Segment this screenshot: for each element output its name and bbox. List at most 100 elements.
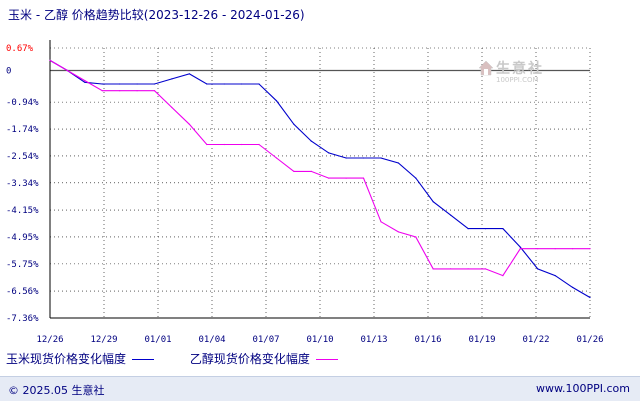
legend-label-corn: 玉米现货价格变化幅度: [6, 352, 127, 366]
data-point: [589, 248, 591, 250]
data-point: [362, 177, 365, 179]
series-corn: [49, 59, 591, 299]
data-point: [101, 90, 103, 92]
data-point: [171, 78, 173, 80]
x-tick-label: 01/07: [252, 335, 279, 345]
y-tick-label: -4.95%: [6, 233, 39, 243]
data-point: [136, 90, 138, 92]
y-tick-label: -0.94%: [6, 98, 39, 108]
chart-legend: 玉米现货价格变化幅度 乙醇现货价格变化幅度: [6, 350, 370, 367]
grid-lines: [49, 47, 591, 319]
data-point: [258, 143, 260, 146]
data-point: [328, 177, 330, 179]
legend-swatch-corn: [132, 359, 155, 360]
data-point: [310, 140, 312, 142]
data-point: [84, 81, 86, 83]
legend-item-corn: 玉米现货价格变化幅度: [6, 350, 155, 367]
data-point: [101, 83, 103, 85]
legend-label-ethanol: 乙醇现货价格变化幅度: [189, 352, 310, 366]
data-point: [293, 170, 295, 172]
data-point: [380, 221, 382, 223]
x-tick-label: 12/26: [36, 335, 63, 345]
data-point: [397, 162, 399, 164]
data-point: [484, 228, 487, 230]
data-point: [223, 83, 225, 85]
series-ethanol: [49, 59, 591, 277]
footer-bar: © 2025.05 生意社 www.100PPI.com: [0, 376, 640, 401]
data-point: [241, 83, 243, 85]
data-point: [380, 157, 382, 159]
data-point: [206, 83, 208, 85]
data-point: [519, 246, 521, 248]
x-tick-label: 01/19: [468, 335, 495, 345]
data-point: [572, 248, 574, 250]
data-point: [345, 157, 347, 159]
data-point: [572, 286, 574, 288]
data-point: [188, 123, 190, 125]
x-tick-label: 01/26: [576, 335, 603, 345]
data-point: [484, 268, 487, 270]
data-point: [223, 143, 225, 146]
footer-copyright: © 2025.05 生意社: [8, 384, 105, 397]
x-tick-label: 12/29: [90, 335, 117, 345]
footer-site-link[interactable]: www.100PPI.com: [536, 382, 630, 395]
data-point: [119, 83, 121, 85]
data-point: [432, 201, 434, 203]
y-tick-label: -1.74%: [6, 125, 39, 135]
data-point: [119, 90, 121, 92]
y-tick-label: -5.75%: [6, 260, 39, 270]
data-point: [450, 268, 452, 270]
data-point: [554, 275, 556, 277]
data-point: [502, 275, 504, 277]
data-point: [450, 214, 452, 216]
data-point: [153, 90, 156, 92]
legend-item-ethanol: 乙醇现货价格变化幅度: [190, 350, 338, 367]
data-point: [362, 157, 365, 159]
data-point: [66, 69, 68, 72]
series-line-corn: [49, 59, 591, 298]
data-point: [293, 123, 295, 125]
y-tick-label: -4.15%: [6, 206, 39, 216]
y-tick-label: -3.34%: [6, 179, 39, 189]
data-point: [589, 296, 591, 299]
data-point: [275, 157, 278, 159]
x-tick-label: 01/04: [198, 335, 225, 345]
data-point: [467, 268, 469, 270]
data-point: [415, 236, 417, 238]
series-line-ethanol: [49, 59, 590, 277]
data-point: [188, 73, 190, 75]
data-point: [310, 170, 312, 172]
y-tick-label: -2.54%: [6, 152, 39, 162]
data-point: [258, 83, 260, 85]
data-point: [206, 143, 208, 146]
y-tick-label: -6.56%: [6, 287, 39, 297]
legend-swatch-ethanol: [315, 359, 338, 360]
y-tick-label: 0.67%: [6, 44, 34, 54]
data-point: [345, 177, 347, 179]
x-tick-label: 01/22: [522, 335, 549, 345]
data-point: [84, 80, 86, 82]
chart-title: 玉米 - 乙醇 价格趋势比较(2023-12-26 - 2024-01-26): [8, 8, 305, 22]
data-point: [519, 248, 521, 250]
chart-axes: [49, 40, 590, 319]
chart-series: [49, 59, 591, 299]
data-point: [328, 152, 330, 154]
data-point: [397, 231, 399, 233]
x-axis-tick-labels: 12/26 12/29 01/01 01/04 01/07 01/10 01/13 01/16…: [36, 335, 603, 345]
data-point: [241, 143, 243, 146]
data-point: [467, 228, 469, 230]
data-point: [153, 83, 156, 85]
data-point: [136, 83, 138, 85]
data-point: [432, 268, 434, 270]
data-point: [275, 100, 278, 102]
data-point: [415, 177, 417, 179]
y-tick-label: 0: [6, 67, 11, 77]
data-point: [171, 106, 173, 109]
x-tick-label: 01/01: [144, 335, 171, 345]
x-tick-label: 01/10: [306, 335, 333, 345]
x-tick-label: 01/16: [414, 335, 441, 345]
y-axis-tick-labels: 0.67% 0 -0.94% -1.74% -2.54% -3.34% -4.15% -4.9…: [6, 44, 39, 324]
data-point: [537, 268, 539, 270]
x-tick-label: 01/13: [360, 335, 387, 345]
